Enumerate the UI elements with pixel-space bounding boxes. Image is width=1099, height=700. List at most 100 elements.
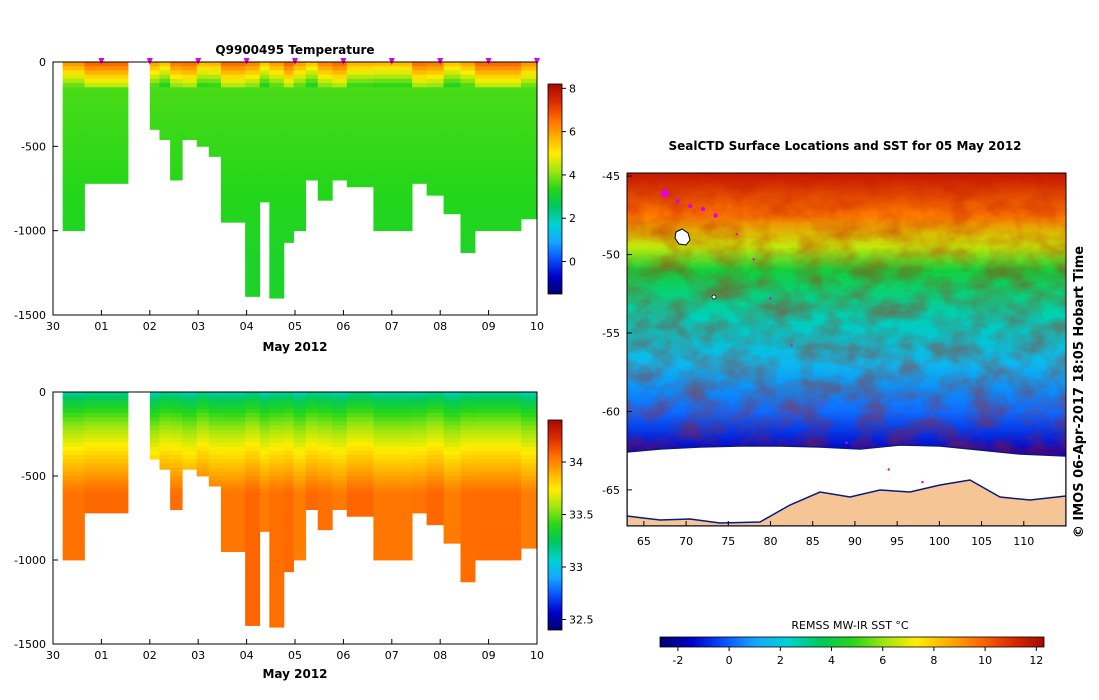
profile-cell bbox=[305, 99, 319, 105]
profile-cell bbox=[426, 522, 444, 526]
profile-cell bbox=[84, 95, 129, 101]
profile-cell bbox=[149, 450, 160, 456]
profile-cell bbox=[269, 597, 285, 603]
profile-cell bbox=[283, 434, 294, 439]
profile-cell bbox=[283, 154, 294, 160]
salinity-y-axis: 0-500-1000-1500 bbox=[14, 386, 58, 651]
profile-cell bbox=[84, 129, 129, 135]
salinity-x-axis: 30 01 02 03 04 05 06 07 08 09 10 bbox=[46, 639, 544, 662]
profile-cell bbox=[346, 413, 374, 418]
profile-cell bbox=[317, 425, 333, 431]
profile-cell bbox=[62, 78, 85, 84]
profile-cell bbox=[259, 121, 270, 126]
profile-cell bbox=[317, 180, 333, 185]
profile-cell bbox=[283, 513, 294, 519]
profile-cell bbox=[293, 184, 307, 189]
profile-cell bbox=[159, 455, 171, 460]
profile-cell bbox=[317, 484, 333, 489]
profile-cell bbox=[475, 476, 522, 481]
profile-cell bbox=[170, 455, 183, 460]
profile-cell bbox=[220, 180, 246, 185]
colorbar-tick-label: 33 bbox=[569, 561, 583, 574]
profile-cell bbox=[283, 543, 294, 548]
profile-cell bbox=[182, 78, 198, 84]
profile-cell bbox=[245, 564, 261, 569]
profile-cell bbox=[159, 116, 171, 122]
profile-cell bbox=[269, 476, 285, 481]
profile-cell bbox=[259, 518, 270, 523]
profile-cell bbox=[84, 509, 129, 514]
profile-cell bbox=[84, 150, 129, 156]
profile-cell bbox=[269, 116, 285, 122]
profile-cell bbox=[283, 547, 294, 552]
profile-cell bbox=[259, 442, 270, 447]
profile-cell bbox=[332, 492, 348, 498]
profile-cell bbox=[373, 158, 413, 164]
profile-cell bbox=[475, 513, 522, 519]
profile-cell bbox=[220, 534, 246, 540]
profile-cell bbox=[245, 476, 261, 481]
profile-cell bbox=[245, 455, 261, 460]
profile-cell bbox=[346, 74, 374, 80]
profile-cell bbox=[293, 513, 307, 519]
profile-cell bbox=[521, 70, 537, 76]
profile-cell bbox=[182, 133, 198, 139]
profile-cell bbox=[317, 463, 333, 468]
profile-cell bbox=[149, 425, 160, 431]
profile-cell bbox=[293, 450, 307, 456]
profile-cell bbox=[475, 413, 522, 418]
profile-cell bbox=[346, 463, 374, 468]
profile-cell bbox=[62, 513, 85, 519]
profile-cell bbox=[346, 505, 374, 510]
profile-cell bbox=[269, 277, 285, 282]
profile-cell bbox=[317, 438, 333, 443]
profile-cell bbox=[305, 505, 319, 510]
profile-cell bbox=[149, 121, 160, 126]
profile-cell bbox=[182, 467, 198, 470]
profile-cell bbox=[269, 492, 285, 498]
profile-cell bbox=[84, 505, 129, 510]
profile-cell bbox=[293, 522, 307, 527]
profile-cell bbox=[475, 455, 522, 460]
profile-cell bbox=[460, 104, 476, 109]
profile-cell bbox=[521, 522, 537, 527]
profile-cell bbox=[159, 425, 171, 431]
profile-cell bbox=[443, 467, 461, 473]
profile-cell bbox=[426, 442, 444, 447]
profile-cell bbox=[412, 142, 428, 147]
profile-cell bbox=[269, 539, 285, 544]
profile-cell bbox=[283, 150, 294, 156]
profile-cell bbox=[245, 218, 261, 223]
profile-cell bbox=[269, 243, 285, 248]
profile-cell bbox=[426, 87, 444, 92]
profile-cell bbox=[283, 146, 294, 151]
profile-cell bbox=[62, 429, 85, 435]
profile-cell bbox=[346, 471, 374, 477]
profile-cell bbox=[84, 116, 129, 122]
salinity-panel: 30 01 02 03 04 05 06 07 08 09 10 0-500-1000-1500 M… bbox=[14, 386, 593, 681]
profile-cell bbox=[332, 142, 348, 147]
profile-cell bbox=[62, 205, 85, 210]
profile-cell bbox=[305, 142, 319, 147]
profile-cell bbox=[62, 497, 85, 502]
profile-cell bbox=[149, 396, 160, 401]
profile-cell bbox=[426, 163, 444, 168]
profile-cell bbox=[245, 247, 261, 253]
profile-cell bbox=[521, 205, 537, 210]
profile-cell bbox=[220, 167, 246, 173]
profile-cell bbox=[332, 95, 348, 101]
profile-cell bbox=[62, 484, 85, 489]
profile-cell bbox=[220, 142, 246, 147]
profile-cell bbox=[293, 518, 307, 523]
profile-cell bbox=[245, 205, 261, 210]
profile-cell bbox=[62, 70, 85, 76]
profile-cell bbox=[332, 438, 348, 443]
profile-cell bbox=[521, 74, 537, 80]
profile-cell bbox=[245, 285, 261, 291]
profile-cell bbox=[475, 429, 522, 435]
profile-cell bbox=[269, 530, 285, 536]
profile-cell bbox=[475, 484, 522, 489]
profile-cell bbox=[293, 121, 307, 126]
profile-cell bbox=[283, 497, 294, 502]
profile-cell bbox=[460, 497, 476, 502]
